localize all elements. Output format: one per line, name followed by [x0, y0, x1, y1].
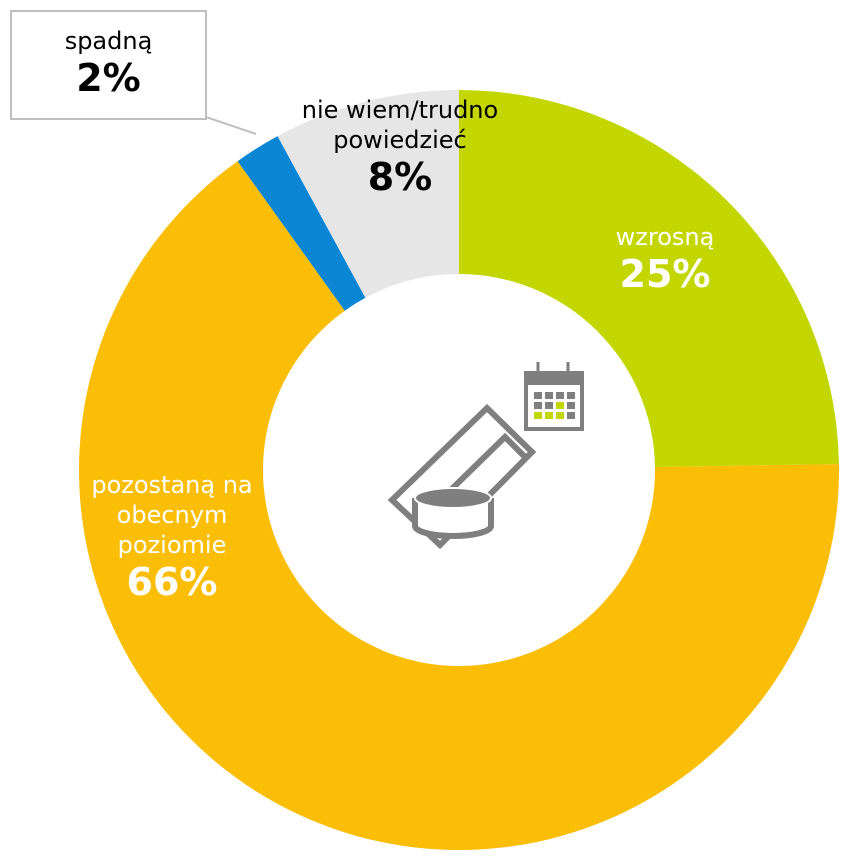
value-label: 66% — [126, 560, 218, 604]
center-icon — [387, 362, 584, 550]
category-label: wzrosną — [615, 223, 715, 251]
segment-label: pozostaną na obecnym poziomie 66% — [62, 470, 282, 606]
segment-label: wzrosną 25% — [565, 222, 765, 298]
segment-label: spadną 2% — [12, 26, 205, 102]
donut-segment — [459, 90, 839, 467]
leader-line — [202, 115, 257, 135]
category-label: spadną — [64, 27, 153, 55]
value-label: 25% — [619, 252, 711, 296]
category-label: pozostaną na obecnym poziomie — [91, 471, 253, 559]
donut-segment — [277, 90, 459, 298]
value-label: 2% — [76, 56, 141, 100]
callout-box — [10, 10, 207, 120]
donut-segment — [237, 136, 366, 311]
segment-label: nie wiem/trudno powiedzieć 8% — [300, 95, 500, 201]
value-label: 8% — [367, 155, 433, 199]
category-label: nie wiem/trudno powiedzieć — [301, 96, 499, 154]
donut-segment — [79, 161, 840, 850]
